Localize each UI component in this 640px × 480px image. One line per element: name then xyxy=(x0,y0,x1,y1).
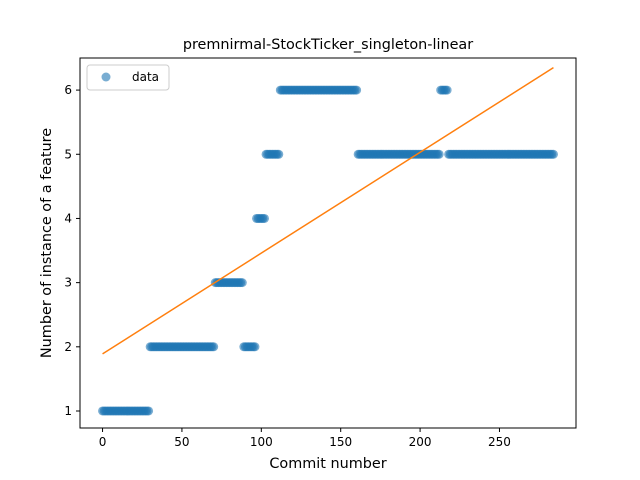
x-tick-label: 150 xyxy=(329,435,352,449)
x-tick-label: 100 xyxy=(250,435,273,449)
data-point xyxy=(442,85,452,95)
legend-box xyxy=(86,64,170,91)
data-point xyxy=(274,149,284,159)
data-point xyxy=(237,278,247,288)
x-tick-label: 50 xyxy=(174,435,189,449)
plot-frame xyxy=(79,57,577,429)
plot-marks xyxy=(98,66,558,416)
data-point xyxy=(209,342,219,352)
data-point xyxy=(250,342,260,352)
y-tick-label: 2 xyxy=(64,340,72,354)
legend: data xyxy=(86,64,170,91)
y-tick-label: 3 xyxy=(64,276,72,290)
data-point xyxy=(434,149,444,159)
legend-label-data: data xyxy=(132,70,159,84)
data-point xyxy=(352,85,362,95)
chart-title: premnirmal-StockTicker_singleton-linear xyxy=(183,37,473,53)
x-tick-label: 0 xyxy=(99,435,107,449)
y-tick-label: 4 xyxy=(64,211,72,225)
fit-line xyxy=(102,66,554,355)
y-tick-label: 1 xyxy=(64,404,72,418)
x-axis-ticks: 0 50 100 150 200 250 xyxy=(99,428,511,449)
y-axis-ticks: 1 2 3 4 5 6 xyxy=(64,83,80,418)
x-tick-label: 200 xyxy=(409,435,432,449)
data-point xyxy=(144,406,154,416)
y-tick-label: 5 xyxy=(64,147,72,161)
x-tick-label: 250 xyxy=(488,435,511,449)
legend-marker-data xyxy=(101,72,111,82)
y-axis-label: Number of instance of a feature xyxy=(39,128,55,358)
data-point xyxy=(548,149,558,159)
x-axis-label: Commit number xyxy=(269,456,386,472)
data-point xyxy=(259,213,269,223)
y-tick-label: 6 xyxy=(64,83,72,97)
